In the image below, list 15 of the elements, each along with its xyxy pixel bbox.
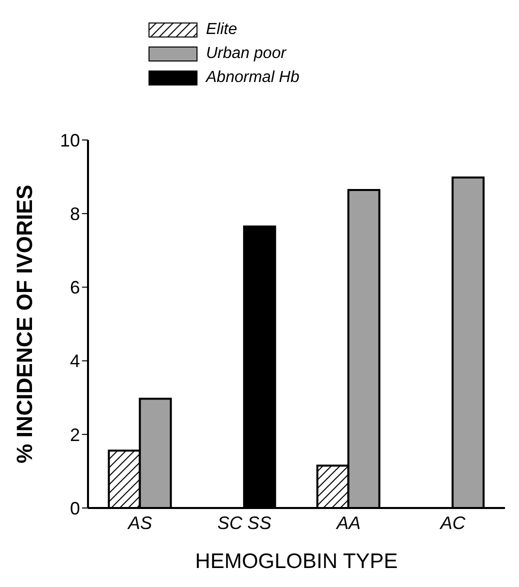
y-tick-label: 10	[60, 130, 80, 150]
y-tick-label: 2	[70, 424, 80, 445]
legend-label: Urban poor	[206, 45, 286, 63]
x-tick-label: SC SS	[217, 512, 272, 533]
x-axis-title: HEMOGLOBIN TYPE	[195, 550, 398, 573]
y-tick-label: 4	[70, 351, 80, 372]
y-tick-label: 8	[70, 204, 80, 224]
x-tick-label: AA	[336, 512, 361, 533]
y-axis-title: % INCIDENCE OF IVORIES	[12, 184, 37, 464]
legend-label: Abnormal Hb	[206, 69, 300, 87]
y-tick-label: 6	[70, 278, 80, 298]
x-tick-label: AS	[127, 512, 152, 533]
legend-label: Elite	[206, 21, 238, 39]
x-tick-label: AC	[439, 512, 466, 533]
y-tick-label: 0	[70, 498, 80, 518]
